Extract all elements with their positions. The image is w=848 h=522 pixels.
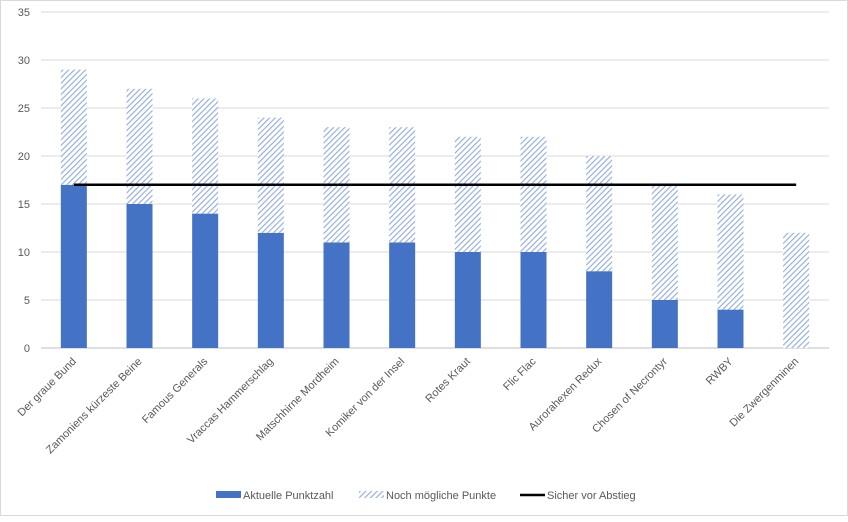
y-tick-label: 35 (18, 7, 30, 19)
bar-noch-moegliche-punkte (257, 117, 284, 233)
bar-noch-moegliche-punkte (651, 184, 678, 300)
bar-noch-moegliche-punkte (520, 136, 547, 252)
x-tick-label: Flic Flac (501, 355, 539, 393)
y-tick-label: 10 (18, 247, 30, 259)
bar-aktuelle-punktzahl (454, 252, 481, 348)
legend-label: Sicher vor Abstieg (547, 490, 636, 502)
bar-noch-moegliche-punkte (717, 194, 744, 310)
bar-noch-moegliche-punkte (783, 232, 810, 348)
x-tick-label: Rotes Kraut (423, 356, 473, 406)
bar-aktuelle-punktzahl (389, 242, 416, 348)
legend-swatch-noch-moegliche-punkte (359, 491, 384, 498)
bar-aktuelle-punktzahl (257, 232, 284, 348)
bar-noch-moegliche-punkte (454, 136, 481, 252)
legend-label: Noch mögliche Punkte (386, 490, 496, 502)
bar-aktuelle-punktzahl (323, 242, 350, 348)
bar-aktuelle-punktzahl (520, 252, 547, 348)
bar-aktuelle-punktzahl (717, 309, 744, 348)
bar-aktuelle-punktzahl (651, 300, 678, 348)
y-tick-label: 30 (18, 55, 30, 67)
bar-aktuelle-punktzahl (586, 271, 613, 348)
x-tick-label: Aurorahexen Redux (527, 355, 605, 433)
y-tick-label: 15 (18, 199, 30, 211)
y-tick-label: 0 (24, 343, 30, 355)
bar-aktuelle-punktzahl (126, 204, 153, 348)
y-tick-label: 25 (18, 103, 30, 115)
x-tick-label: RWBY (704, 355, 736, 387)
bar-noch-moegliche-punkte (60, 69, 87, 185)
y-tick-label: 5 (24, 295, 30, 307)
bar-aktuelle-punktzahl (192, 213, 219, 348)
x-tick-label: Famous Generals (140, 355, 211, 426)
y-tick-label: 20 (18, 151, 30, 163)
legend-swatch-aktuelle-punktzahl (216, 491, 241, 498)
x-tick-label: Der graue Bund (16, 356, 79, 419)
bar-noch-moegliche-punkte (586, 156, 613, 272)
bar-noch-moegliche-punkte (192, 98, 219, 214)
legend-label: Aktuelle Punktzahl (243, 490, 334, 502)
x-tick-label: Die Zwergenminen (728, 356, 802, 430)
bar-aktuelle-punktzahl (60, 184, 87, 348)
bar-noch-moegliche-punkte (126, 88, 153, 204)
x-tick-label: Chosen of Necrontyr (590, 355, 670, 435)
